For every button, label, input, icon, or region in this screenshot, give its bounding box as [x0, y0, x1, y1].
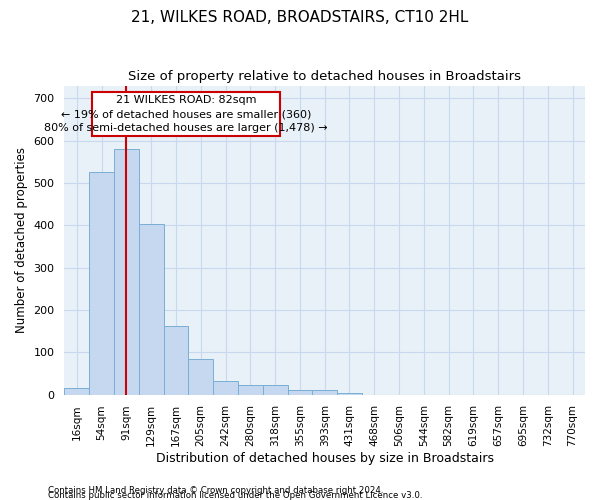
- Bar: [287, 390, 313, 394]
- Bar: [164, 326, 188, 394]
- Text: 21 WILKES ROAD: 82sqm
← 19% of detached houses are smaller (360)
80% of semi-det: 21 WILKES ROAD: 82sqm ← 19% of detached …: [44, 95, 328, 133]
- Bar: [263, 386, 287, 394]
- Bar: [89, 172, 114, 394]
- Bar: [139, 224, 164, 394]
- Text: Contains HM Land Registry data © Crown copyright and database right 2024.: Contains HM Land Registry data © Crown c…: [48, 486, 383, 495]
- Y-axis label: Number of detached properties: Number of detached properties: [15, 147, 28, 333]
- Bar: [313, 390, 337, 394]
- Title: Size of property relative to detached houses in Broadstairs: Size of property relative to detached ho…: [128, 70, 521, 83]
- FancyBboxPatch shape: [92, 92, 280, 136]
- Bar: [114, 149, 139, 394]
- X-axis label: Distribution of detached houses by size in Broadstairs: Distribution of detached houses by size …: [156, 452, 494, 465]
- Bar: [188, 358, 213, 394]
- Text: 21, WILKES ROAD, BROADSTAIRS, CT10 2HL: 21, WILKES ROAD, BROADSTAIRS, CT10 2HL: [131, 10, 469, 25]
- Bar: [64, 388, 89, 394]
- Text: Contains public sector information licensed under the Open Government Licence v3: Contains public sector information licen…: [48, 491, 422, 500]
- Bar: [238, 386, 263, 394]
- Bar: [213, 381, 238, 394]
